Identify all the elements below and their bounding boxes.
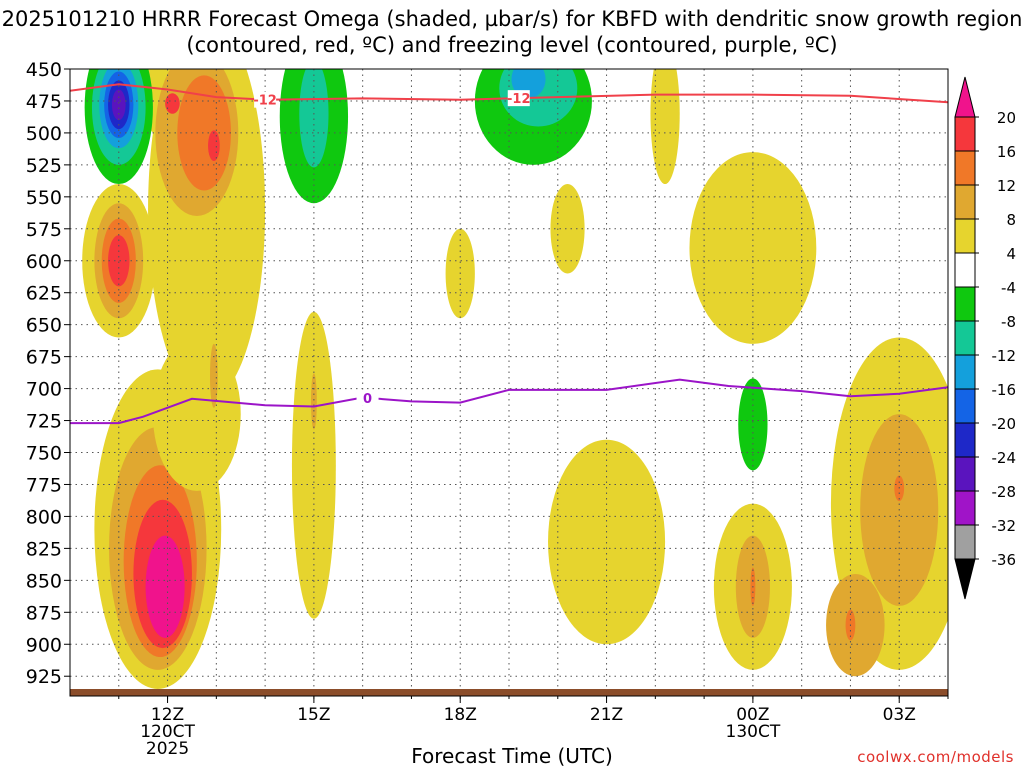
y-tick-label-700: 700 (26, 379, 62, 401)
colorbar-bottom-arrow (954, 558, 976, 600)
chart-title: 2025101210 HRRR Forecast Omega (shaded, … (1, 7, 1023, 57)
colorbar-swatch-2 (954, 150, 976, 186)
colorbar-swatch-13 (954, 524, 976, 560)
colorbar-label-9: -20 (992, 415, 1017, 433)
y-tick-label-750: 750 (26, 443, 62, 465)
y-tick-label-625: 625 (26, 283, 62, 305)
colorbar-label-12: -32 (992, 517, 1017, 535)
y-tick-label-450: 450 (26, 59, 62, 81)
y-tick-label-875: 875 (26, 602, 62, 624)
y-tick-label-675: 675 (26, 347, 62, 369)
dgz-line (70, 83, 948, 104)
freezing-level-line-label-0: 0 (363, 392, 372, 407)
colorbar: 20 16 12 8 4 -4 -8 -12 -16 -20 -24 -28 -32 -36 (954, 76, 1017, 600)
colorbar-label-7: -12 (992, 347, 1017, 365)
colorbar-swatch-1 (954, 116, 976, 152)
y-tick-label-850: 850 (26, 570, 62, 592)
y-tick-label-900: 900 (26, 634, 62, 656)
colorbar-swatch-5 (954, 252, 976, 288)
omega-region-22 (111, 89, 126, 121)
y-tick-label-550: 550 (26, 187, 62, 209)
omega-region-3 (108, 235, 130, 287)
y-tick-label-825: 825 (26, 538, 62, 560)
ground-strip (70, 689, 948, 696)
plot-frame (69, 68, 949, 697)
colorbar-label-5: -4 (1001, 279, 1016, 297)
freezing-level-line (70, 378, 948, 425)
contour-lines (70, 83, 948, 425)
omega-region-13 (177, 75, 231, 191)
dgz-line-label-bg-0 (254, 91, 277, 108)
dgz-line-label-0: -12 (253, 94, 277, 109)
colorbar-label-10: -24 (992, 449, 1017, 467)
colorbar-swatch-4 (954, 218, 976, 254)
omega-region-15 (208, 130, 220, 162)
omega-region-8 (145, 535, 185, 638)
omega-region-33 (548, 439, 666, 645)
freezing-level-line-label-bg-0 (356, 389, 379, 406)
colorbar-swatch-10 (954, 422, 976, 458)
colorbar-label-4: 4 (1006, 245, 1016, 263)
y-tick-label-600: 600 (26, 251, 62, 273)
colorbar-label-11: -28 (992, 483, 1017, 501)
colorbar-label-13: -36 (992, 551, 1017, 569)
dgz-line-label-bg-1 (507, 90, 530, 107)
omega-region-29 (310, 373, 317, 430)
colorbar-swatch-9 (954, 388, 976, 424)
x-tick-label-21: 21Z (590, 705, 623, 725)
omega-region-32 (650, 69, 680, 185)
colorbar-swatch-3 (954, 184, 976, 220)
dgz-line-label-1: -12 (507, 92, 531, 107)
x-tick-sublabel-12-1: 2025 (146, 739, 189, 759)
colorbar-swatch-11 (954, 456, 976, 492)
y-tick-label-775: 775 (26, 474, 62, 496)
colorbar-label-0: 20 (997, 109, 1016, 127)
y-tick-label-925: 925 (26, 666, 62, 688)
colorbar-swatch-8 (954, 354, 976, 390)
x-tick-label-12: 12Z (151, 705, 184, 725)
y-tick-label-500: 500 (26, 123, 62, 145)
y-tick-label-575: 575 (26, 219, 62, 241)
credit-text: coolwx.com/models (857, 748, 1014, 766)
x-axis-label: Forecast Time (UTC) (411, 744, 613, 768)
y-tick-label-650: 650 (26, 315, 62, 337)
colorbar-swatch-12 (954, 490, 976, 526)
y-tick-label-525: 525 (26, 155, 62, 177)
y-tick-label-475: 475 (26, 91, 62, 113)
colorbar-label-3: 8 (1006, 211, 1016, 229)
colorbar-label-1: 16 (997, 143, 1016, 161)
colorbar-swatch-6 (954, 286, 976, 322)
colorbar-swatch-7 (954, 320, 976, 356)
colorbar-top-arrow (954, 76, 976, 118)
x-tick-sublabel-24-0: 130CT (726, 722, 781, 742)
x-tick-label-24: 00Z (736, 705, 769, 725)
omega-region-38 (738, 378, 768, 471)
omega-region-10 (152, 337, 241, 491)
y-tick-label-725: 725 (26, 411, 62, 433)
omega-region-31 (550, 184, 585, 274)
omega-region-16 (209, 343, 218, 408)
x-tick-sublabel-12-0: 120CT (140, 722, 195, 742)
x-tick-label-27: 03Z (883, 705, 916, 725)
colorbar-label-2: 12 (997, 177, 1016, 195)
omega-region-24 (299, 69, 329, 168)
colorbar-label-6: -8 (1001, 313, 1016, 331)
x-tick-label-18: 18Z (444, 705, 477, 725)
x-tick-label-15: 15Z (297, 705, 330, 725)
omega-region-34 (689, 152, 817, 344)
y-axis: 450 475 500 525 550 575 600 625 650 675 700 725 750 7… (26, 59, 70, 688)
colorbar-label-8: -16 (992, 381, 1017, 399)
omega-region-14 (165, 93, 180, 114)
y-tick-label-800: 800 (26, 506, 62, 528)
contour-labels: -12 -12 0 (253, 90, 531, 407)
